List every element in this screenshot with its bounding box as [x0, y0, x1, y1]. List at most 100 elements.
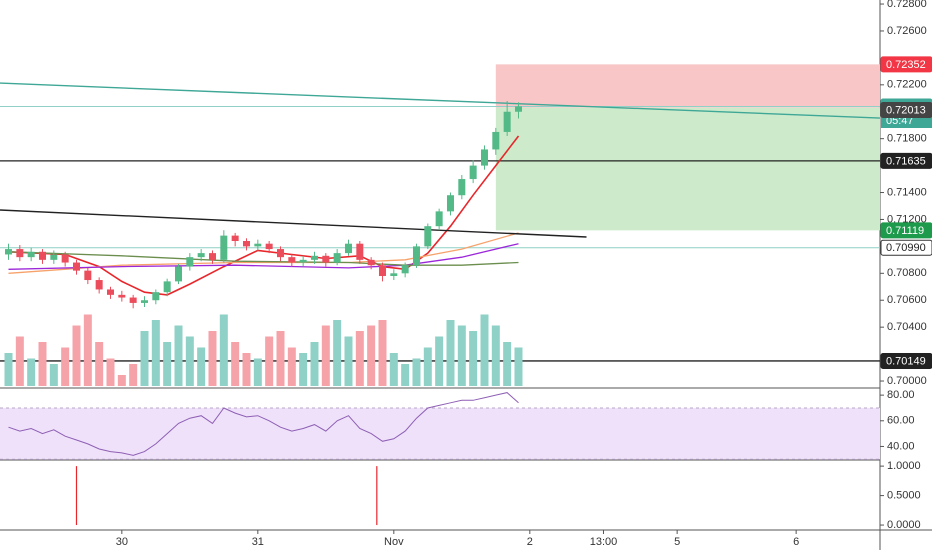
candle-body — [412, 246, 420, 266]
volume-bar — [197, 347, 206, 386]
candle-body — [514, 106, 522, 112]
candle-body — [265, 243, 273, 250]
rsi-line — [8, 392, 519, 456]
candle-body — [197, 253, 205, 258]
y-tick-label: 40.00 — [887, 440, 915, 452]
volume-bar — [287, 347, 296, 386]
price-tag — [880, 152, 932, 169]
volume-bar — [299, 353, 308, 386]
volume-bar — [412, 358, 421, 386]
candle-body — [118, 294, 126, 298]
candle-body — [333, 253, 341, 263]
candle-body — [220, 235, 228, 260]
volume-bar — [129, 364, 138, 386]
candle-body — [27, 251, 35, 258]
trend-line — [0, 82, 881, 119]
volume-bar — [208, 331, 217, 386]
candle-body — [503, 111, 511, 132]
candle-body — [106, 289, 114, 295]
price-tag-label: 0.70990 — [886, 242, 926, 254]
candle-body — [458, 179, 466, 196]
volume-bar — [457, 325, 466, 386]
candle-body — [38, 251, 46, 260]
x-tick-label: 5 — [674, 536, 680, 548]
candle-body — [401, 265, 409, 274]
y-tick-label: 0.70400 — [887, 321, 927, 333]
candle-body — [50, 254, 58, 260]
volume-bar — [435, 336, 444, 386]
y-tick-label: 0.70800 — [887, 267, 927, 279]
price-tag-label: 0.71119 — [886, 225, 924, 237]
candle-body — [152, 292, 160, 301]
y-tick-label: 0.72800 — [887, 0, 927, 10]
candle-body — [276, 249, 284, 258]
volume-bar — [140, 331, 149, 386]
candle-body — [435, 211, 443, 227]
volume-bar — [231, 342, 240, 386]
candle-body — [367, 259, 375, 266]
candle-body — [288, 257, 296, 263]
volume-bar — [38, 342, 47, 386]
x-tick-label: 6 — [793, 536, 799, 548]
moving-average — [8, 251, 519, 266]
volume-bar — [503, 342, 512, 386]
volume-bar — [15, 336, 24, 386]
price-tag — [880, 222, 932, 239]
y-tick-label: 0.72200 — [887, 79, 927, 91]
candle-body — [61, 254, 69, 263]
y-tick-label: 0.72600 — [887, 25, 927, 37]
volume-bar — [355, 331, 364, 386]
candle-body — [322, 255, 330, 263]
price-tag — [880, 56, 932, 73]
volume-bar — [117, 375, 126, 386]
candle-body — [424, 226, 432, 247]
price-tag — [880, 101, 932, 118]
volume-bar — [49, 364, 58, 386]
x-tick-label: 31 — [252, 536, 264, 548]
volume-bar — [321, 325, 330, 386]
volume-bar — [491, 325, 500, 386]
volume-bar — [106, 358, 115, 386]
candle-body — [208, 253, 216, 260]
candle-body — [72, 262, 80, 271]
candle-body — [140, 300, 148, 303]
candle-body — [480, 149, 488, 166]
candle-body — [129, 297, 137, 303]
y-tick-label: 1.0000 — [887, 460, 921, 472]
y-tick-label: 0.70600 — [887, 294, 927, 306]
candle-body — [299, 259, 307, 263]
x-tick-label: Nov — [384, 536, 404, 548]
volume-bar — [72, 325, 81, 386]
candle-body — [95, 280, 103, 290]
candle-body — [242, 240, 250, 247]
moving-average — [8, 243, 519, 270]
candle-body — [254, 243, 262, 247]
volume-bar — [401, 364, 410, 386]
y-tick-label: 60.00 — [887, 415, 915, 427]
volume-bar — [469, 331, 478, 386]
volume-bar — [514, 347, 523, 386]
volume-bar — [389, 353, 398, 386]
volume-bar — [185, 336, 194, 386]
price-tag-label: 0.72352 — [886, 59, 926, 71]
volume-bar — [253, 358, 262, 386]
rsi-band — [0, 407, 880, 460]
volume-bar — [219, 314, 228, 386]
candle-body — [344, 243, 352, 254]
volume-bar — [367, 325, 376, 386]
volume-bar — [61, 347, 70, 386]
volume-bar — [151, 320, 160, 386]
volume-bar — [423, 347, 432, 386]
price-tag-label: 0.70149 — [886, 355, 926, 367]
volume-bar — [378, 320, 387, 386]
y-tick-label: 0.71400 — [887, 186, 927, 198]
volume-bar — [95, 342, 104, 386]
volume-bar — [344, 336, 353, 386]
x-tick-label: 30 — [116, 536, 128, 548]
price-tag-label: 0.71635 — [886, 155, 926, 167]
candle-body — [310, 255, 318, 260]
x-tick-label: 2 — [527, 536, 533, 548]
volume-bar — [310, 342, 319, 386]
candle-body — [4, 249, 12, 255]
